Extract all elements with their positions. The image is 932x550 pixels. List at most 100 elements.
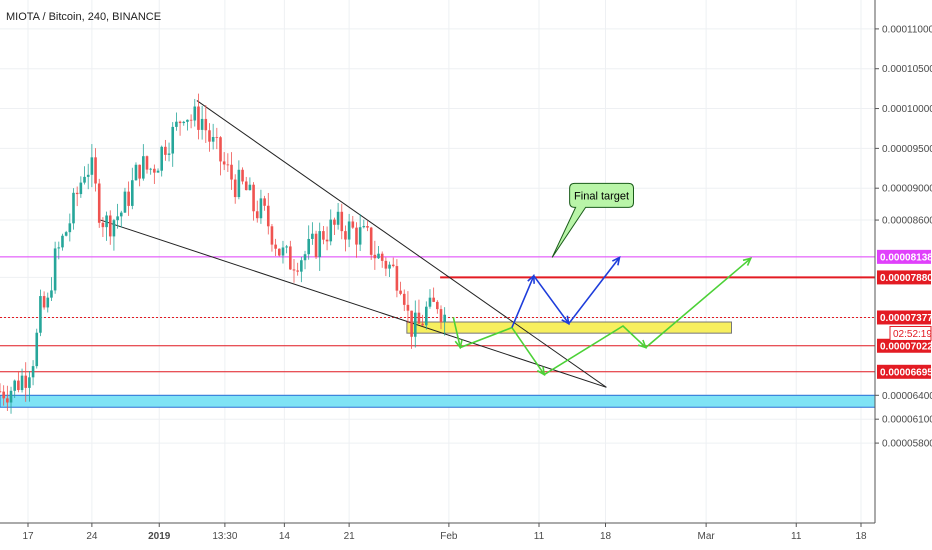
time-tick-label: 17 xyxy=(22,531,34,542)
candle-body xyxy=(340,211,344,232)
support-zone xyxy=(0,394,876,408)
candle-body xyxy=(421,323,424,326)
candle-body xyxy=(2,391,5,399)
candle-body xyxy=(90,157,94,175)
candle-body xyxy=(303,254,307,261)
candle-body xyxy=(178,121,182,124)
candle-body xyxy=(410,310,413,337)
price-tick-label: 0.00006400 xyxy=(882,391,932,402)
candle-body xyxy=(248,184,252,191)
price-tick-label: 0.00010000 xyxy=(882,104,932,115)
candle-body xyxy=(13,380,16,391)
price-axis[interactable]: 0.00011000 0.00010500 0.00010000 0.00009500… xyxy=(874,0,932,550)
candle-body xyxy=(156,170,160,173)
candle-body xyxy=(57,247,61,249)
candle-body xyxy=(241,169,244,182)
callout-label: Final target xyxy=(574,190,629,202)
level-label-bg xyxy=(877,310,931,325)
final-target-callout: Final target xyxy=(551,182,634,258)
level-label-bg xyxy=(877,338,931,353)
blue-projection-path xyxy=(511,257,621,328)
candle-body xyxy=(64,232,68,236)
candle-body xyxy=(182,121,186,124)
time-tick-label: 2019 xyxy=(148,531,171,542)
candle-body xyxy=(351,221,355,228)
level-label: 0.00007377 xyxy=(880,313,932,324)
candle-body xyxy=(204,118,208,131)
candle-body xyxy=(145,156,149,170)
falling-wedge xyxy=(100,100,607,388)
candle-body xyxy=(31,366,35,378)
candle-body xyxy=(237,169,241,198)
candle-body xyxy=(380,253,384,261)
candle-body xyxy=(226,164,230,166)
countdown-label: 02:52:19 xyxy=(893,329,932,340)
candle-body xyxy=(436,301,439,310)
candle-body xyxy=(270,226,274,245)
wedge-lower-line xyxy=(100,219,607,388)
candle-body xyxy=(307,238,310,255)
candle-body xyxy=(134,164,138,181)
candle-body xyxy=(222,161,226,165)
candle-body xyxy=(112,220,116,237)
candle-body xyxy=(215,136,219,138)
candle-body xyxy=(347,221,351,240)
level-label-bg xyxy=(877,249,931,264)
candle-body xyxy=(171,126,175,154)
candle-body xyxy=(406,304,410,311)
time-axis[interactable]: 17 24 2019 13:30 14 21 Feb 11 18 Mar 11 18 xyxy=(0,522,875,542)
candle-body xyxy=(355,227,358,245)
candle-body xyxy=(329,219,333,242)
candle-body xyxy=(39,296,42,333)
candle-body xyxy=(391,264,395,267)
countdown-bg xyxy=(889,325,932,341)
candle-body xyxy=(167,153,171,155)
price-tick-label: 0.00006100 xyxy=(882,415,932,426)
blue-mid-arrowhead xyxy=(527,274,535,284)
time-tick-label: Mar xyxy=(698,531,716,542)
candle-body xyxy=(292,269,296,271)
candle-body xyxy=(266,205,270,227)
candle-body xyxy=(149,168,152,170)
candle-body xyxy=(164,146,167,155)
green-mid-arrowhead xyxy=(637,339,648,349)
time-tick-label: 18 xyxy=(855,531,867,542)
candle-body xyxy=(119,212,123,217)
projection-paths xyxy=(452,256,753,377)
candle-body xyxy=(35,332,39,367)
candle-body xyxy=(138,164,141,179)
price-tick-label: 0.00008600 xyxy=(882,216,932,227)
candle-body xyxy=(399,290,402,294)
price-tick-label: 0.00009000 xyxy=(882,184,932,195)
level-label-bg xyxy=(877,364,931,379)
candle-body xyxy=(289,246,292,270)
candle-body xyxy=(200,118,204,130)
candle-body xyxy=(230,164,233,180)
candle-body xyxy=(344,231,347,240)
candle-body xyxy=(193,106,197,121)
candle-body xyxy=(259,198,263,219)
candle-body xyxy=(6,398,9,403)
callout-bubble xyxy=(551,182,634,258)
candle-body xyxy=(105,215,108,228)
candle-body xyxy=(0,391,2,393)
price-tick-label: 0.00009500 xyxy=(882,144,932,155)
time-tick-label: Feb xyxy=(440,531,458,542)
green-projection-path-arrowhead xyxy=(742,257,753,266)
candle-body xyxy=(373,254,377,259)
candle-body xyxy=(97,183,101,223)
candle-body xyxy=(300,260,303,272)
blue-mid-arrowhead xyxy=(561,315,570,326)
wedge-upper-line xyxy=(196,100,607,388)
price-tick-label: 0.00010500 xyxy=(882,64,932,75)
green-mid-arrowhead xyxy=(454,339,463,350)
candle-body xyxy=(333,219,336,225)
candle-body xyxy=(72,192,75,224)
candle-body xyxy=(83,176,86,183)
candle-body xyxy=(443,314,446,323)
candle-body xyxy=(281,247,285,256)
candle-body xyxy=(432,297,435,302)
candle-body xyxy=(142,156,145,179)
